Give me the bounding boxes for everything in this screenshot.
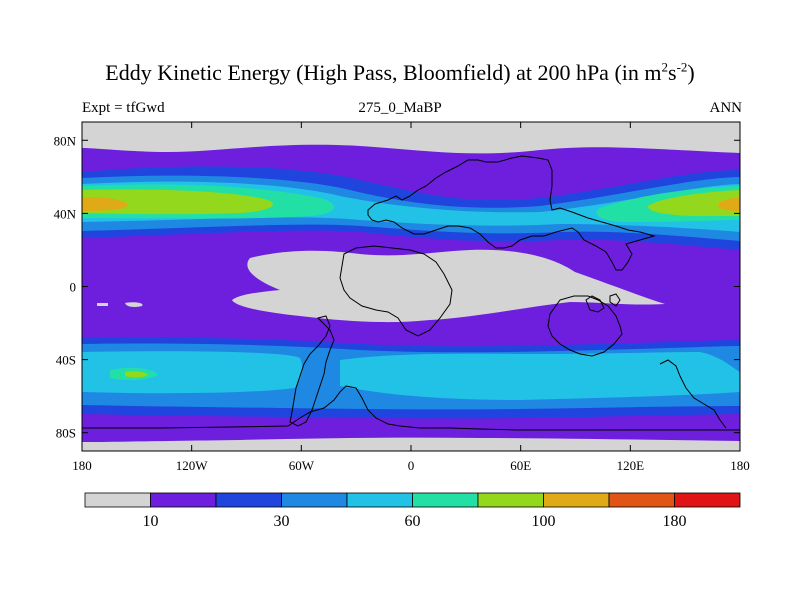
coast-eurasia (367, 155, 656, 271)
x-tick-label: 180 (72, 458, 92, 473)
y-tick-label: 40S (56, 353, 76, 368)
colorbar-label: 180 (663, 513, 687, 530)
coast-south-america (289, 315, 335, 427)
colorbar-swatch (412, 492, 479, 508)
field-nh-band-5 (82, 189, 273, 215)
field-arctic-low (82, 122, 740, 154)
colorbar-label: 100 (532, 513, 556, 530)
coast-australia (547, 295, 623, 357)
x-tick-label: 60W (289, 458, 315, 473)
chart-title: Eddy Kinetic Energy (High Pass, Bloomfie… (105, 59, 695, 85)
colorbar-swatch (150, 492, 217, 508)
colorbar-swatch (84, 492, 151, 508)
field-tropics-low-2 (97, 303, 108, 306)
colorbar-swatch (346, 492, 413, 508)
field-antarctic-low (82, 437, 740, 451)
y-tick-label: 80N (54, 133, 77, 148)
colorbar-swatch (543, 492, 610, 508)
coast-indonesia (585, 293, 621, 313)
colorbar: 10 30 60 100 180 (84, 492, 741, 530)
axes: 180 120W 60W 0 60E 120E 180 80N 40N 0 40S 80S (54, 122, 750, 473)
y-tick-label: 0 (70, 280, 77, 295)
colorbar-label: 60 (405, 513, 421, 530)
field-sh-band-5 (125, 371, 148, 378)
colorbar-swatch (477, 492, 544, 508)
colorbar-swatch (674, 492, 741, 508)
coast-africa (339, 245, 453, 337)
y-tick-label: 40N (54, 206, 77, 221)
field-tropics-low (232, 249, 665, 323)
contour-field (82, 122, 740, 451)
x-tick-label: 120W (176, 458, 209, 473)
chart-subtitle: 275_0_MaBP (358, 100, 442, 116)
experiment-label: Expt = tfGwd (82, 100, 165, 116)
field-nh-band-6b (718, 198, 740, 211)
colorbar-swatch (281, 492, 348, 508)
field-sh-band-3b (340, 352, 740, 400)
coast-antarctica (82, 385, 740, 431)
field-sh-band-3 (82, 351, 303, 394)
colorbar-label: 10 (143, 513, 159, 530)
x-tick-label: 0 (408, 458, 415, 473)
coast-nz (659, 359, 727, 429)
colorbar-swatch (608, 492, 675, 508)
x-tick-label: 60E (510, 458, 531, 473)
y-tick-label: 80S (56, 426, 76, 441)
x-tick-label: 180 (730, 458, 750, 473)
field-tropics-low-3 (125, 302, 143, 307)
coastlines (82, 155, 740, 431)
x-tick-label: 120E (617, 458, 645, 473)
colorbar-label: 30 (274, 513, 290, 530)
field-nh-band-5b (647, 190, 740, 216)
colorbar-swatch (215, 492, 282, 508)
field-nh-band-6 (82, 197, 128, 211)
season-label: ANN (709, 100, 743, 116)
